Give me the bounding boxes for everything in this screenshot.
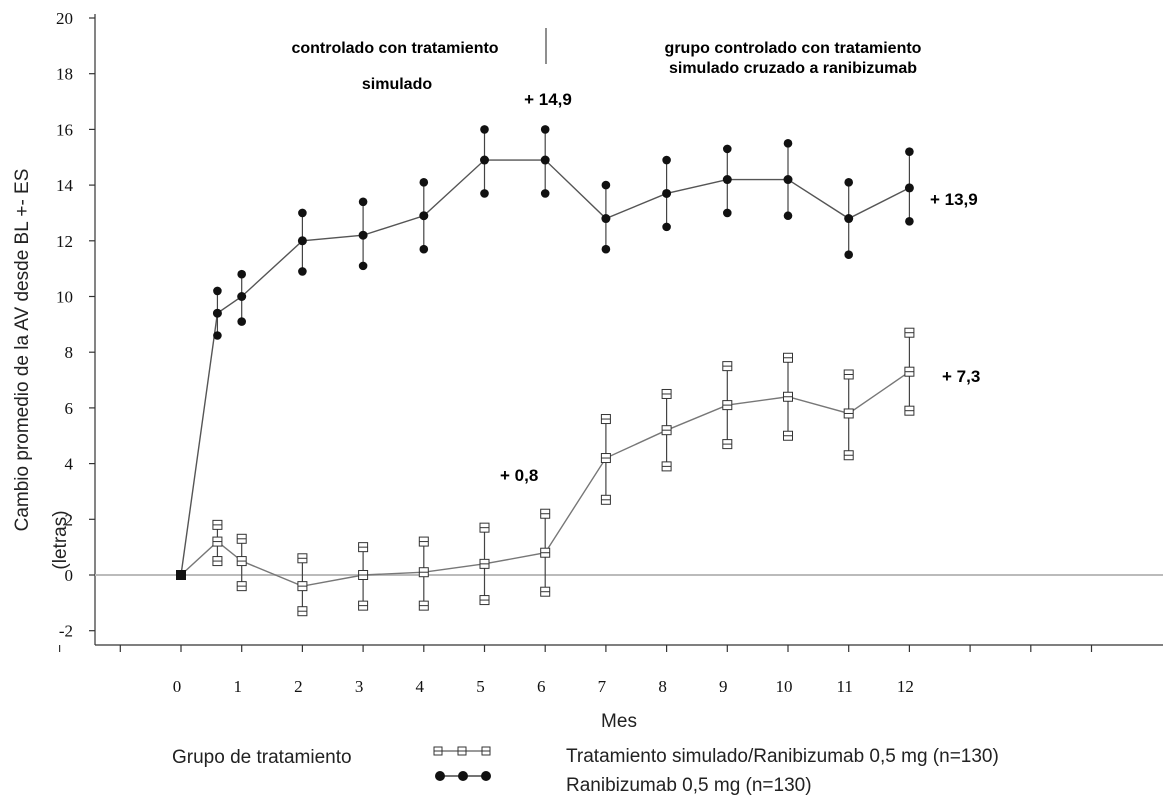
- data-point: [237, 292, 247, 301]
- x-tick-label: 9: [719, 677, 728, 696]
- data-point: [419, 211, 429, 221]
- x-tick-label: 5: [476, 677, 485, 696]
- x-tick-label: 3: [355, 677, 364, 696]
- x-tick-label: 12: [897, 677, 914, 696]
- data-point: [358, 230, 368, 240]
- series-line-sham: [180, 371, 910, 587]
- y-tick-label: 0: [65, 566, 74, 585]
- error-cap-marker: [601, 180, 611, 190]
- error-cap-marker: [358, 197, 368, 207]
- x-tick-label: 11: [837, 677, 853, 696]
- x-tick-label: 0: [173, 677, 182, 696]
- error-cap-marker: [783, 211, 793, 221]
- error-cap-marker: [213, 331, 222, 340]
- error-cap-marker: [213, 286, 222, 296]
- x-tick-label: 6: [537, 677, 546, 696]
- y-tick-label: 6: [65, 399, 74, 418]
- y-tick-label: 4: [65, 455, 74, 474]
- data-point: [844, 214, 854, 224]
- legend-title: Grupo de tratamiento: [172, 747, 352, 768]
- legend-marker-ranibizumab: [435, 771, 491, 781]
- error-cap-marker: [662, 155, 671, 165]
- plot-frame: [94, 14, 1163, 646]
- x-tick-label: 10: [776, 677, 793, 696]
- annotation-sham-month12: + 7,3: [942, 367, 980, 386]
- data-point: [662, 188, 672, 198]
- y-tick-label: 12: [56, 232, 73, 251]
- x-tick-label: 2: [294, 677, 303, 696]
- error-cap-marker: [298, 267, 307, 276]
- data-point: [540, 155, 550, 165]
- data-point: [212, 308, 222, 318]
- y-tick-label: 16: [56, 120, 73, 139]
- y-tick-label: 18: [56, 65, 73, 84]
- error-cap-marker: [844, 178, 853, 187]
- annotation-ranibizumab-month12: + 13,9: [930, 190, 978, 209]
- legend-label-ranibizumab: Ranibizumab 0,5 mg (n=130): [566, 775, 812, 796]
- error-cap-marker: [601, 244, 611, 254]
- period-label-left-line2: simulado: [362, 76, 432, 93]
- series-line-ranibizumab: [180, 159, 910, 576]
- period-label-right-line2: simulado cruzado a ranibizumab: [669, 60, 917, 77]
- error-cap-marker: [237, 317, 246, 326]
- annotation-sham-month6: + 0,8: [500, 466, 538, 485]
- error-cap-marker: [358, 261, 368, 271]
- error-cap-marker: [298, 208, 307, 218]
- y-axis-label-line2: (letras): [50, 510, 71, 569]
- data-point: [904, 183, 914, 193]
- y-tick-label: 20: [56, 9, 73, 28]
- legend-marker-sham: [433, 746, 491, 756]
- y-tick-label: 14: [56, 176, 74, 195]
- legend-label-sham: Tratamiento simulado/Ranibizumab 0,5 mg …: [566, 746, 999, 767]
- data-point: [722, 175, 732, 185]
- error-cap-marker: [419, 178, 429, 187]
- x-axis-ticks: 0 1 2 3 4 5 6 7 8 9 10 11 12: [173, 645, 914, 696]
- data-point-baseline: [176, 570, 186, 580]
- error-cap-marker: [723, 208, 732, 218]
- data-point: [783, 175, 793, 185]
- error-cap-marker: [419, 244, 429, 254]
- error-cap-marker: [540, 125, 550, 134]
- error-cap-marker: [480, 125, 489, 134]
- error-cap-marker: [480, 189, 489, 198]
- x-tick-label: 1: [233, 677, 242, 696]
- data-point: [297, 236, 307, 246]
- error-cap-marker: [905, 147, 914, 156]
- x-tick-label: 8: [658, 677, 667, 696]
- data-point: [480, 155, 489, 165]
- x-tick-label: 4: [416, 677, 425, 696]
- y-tick-label: -2: [59, 622, 73, 641]
- period-label-left-line1: controlado con tratamiento: [291, 40, 498, 57]
- period-label-right-line1: grupo controlado con tratamiento: [665, 40, 922, 57]
- data-point: [601, 214, 611, 224]
- error-cap-marker: [844, 250, 853, 260]
- x-axis-minor-ticks: [58, 645, 1093, 652]
- x-axis-label: Mes: [601, 711, 637, 732]
- y-axis-ticks: -2 0 2 4 6 8 10 12 14 16 18 20: [56, 9, 95, 641]
- error-cap-marker: [662, 222, 671, 232]
- error-cap-marker: [783, 139, 793, 148]
- series-ranibizumab: [176, 125, 914, 580]
- series-sham-ranibizumab: [176, 327, 915, 617]
- y-axis-label-line1: Cambio promedio de la AV desde BL +- ES: [12, 169, 33, 532]
- x-tick-label: 7: [598, 677, 607, 696]
- y-tick-label: 2: [65, 510, 74, 529]
- legend: Grupo de tratamiento Tratamiento simulad…: [172, 746, 999, 796]
- annotation-ranibizumab-month6: + 14,9: [524, 90, 572, 109]
- y-tick-label: 10: [56, 288, 73, 307]
- error-cap-marker: [905, 217, 914, 226]
- error-cap-marker: [723, 144, 732, 154]
- error-cap-marker: [237, 269, 246, 279]
- y-tick-label: 8: [65, 343, 74, 362]
- error-cap-marker: [540, 189, 550, 198]
